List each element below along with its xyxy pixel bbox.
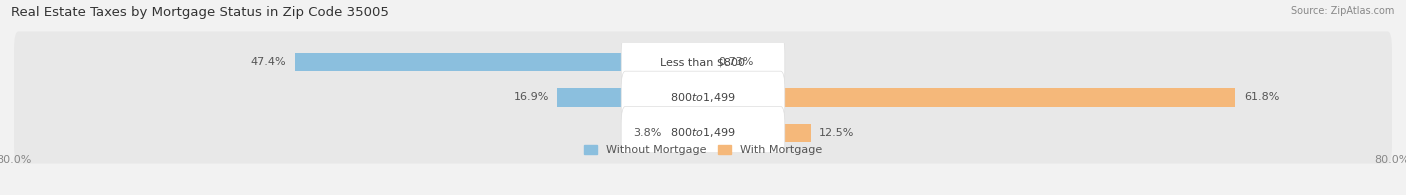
FancyBboxPatch shape	[621, 106, 785, 159]
Text: $800 to $1,499: $800 to $1,499	[671, 126, 735, 139]
Bar	[703, 88, 1236, 107]
Text: 0.73%: 0.73%	[718, 57, 754, 67]
FancyBboxPatch shape	[14, 102, 1392, 164]
FancyBboxPatch shape	[14, 67, 1392, 128]
FancyBboxPatch shape	[14, 31, 1392, 93]
Bar	[671, 124, 703, 142]
Text: 12.5%: 12.5%	[820, 128, 855, 138]
Text: 47.4%: 47.4%	[250, 57, 287, 67]
FancyBboxPatch shape	[621, 36, 785, 89]
Bar	[557, 88, 703, 107]
Bar	[295, 53, 703, 71]
Bar	[703, 124, 811, 142]
Bar	[703, 53, 709, 71]
FancyBboxPatch shape	[621, 71, 785, 124]
Text: 3.8%: 3.8%	[633, 128, 662, 138]
Text: Source: ZipAtlas.com: Source: ZipAtlas.com	[1291, 6, 1395, 16]
Legend: Without Mortgage, With Mortgage: Without Mortgage, With Mortgage	[583, 145, 823, 155]
Text: Less than $800: Less than $800	[661, 57, 745, 67]
Text: $800 to $1,499: $800 to $1,499	[671, 91, 735, 104]
Text: 61.8%: 61.8%	[1244, 92, 1279, 103]
Text: Real Estate Taxes by Mortgage Status in Zip Code 35005: Real Estate Taxes by Mortgage Status in …	[11, 6, 389, 19]
Text: 16.9%: 16.9%	[513, 92, 548, 103]
